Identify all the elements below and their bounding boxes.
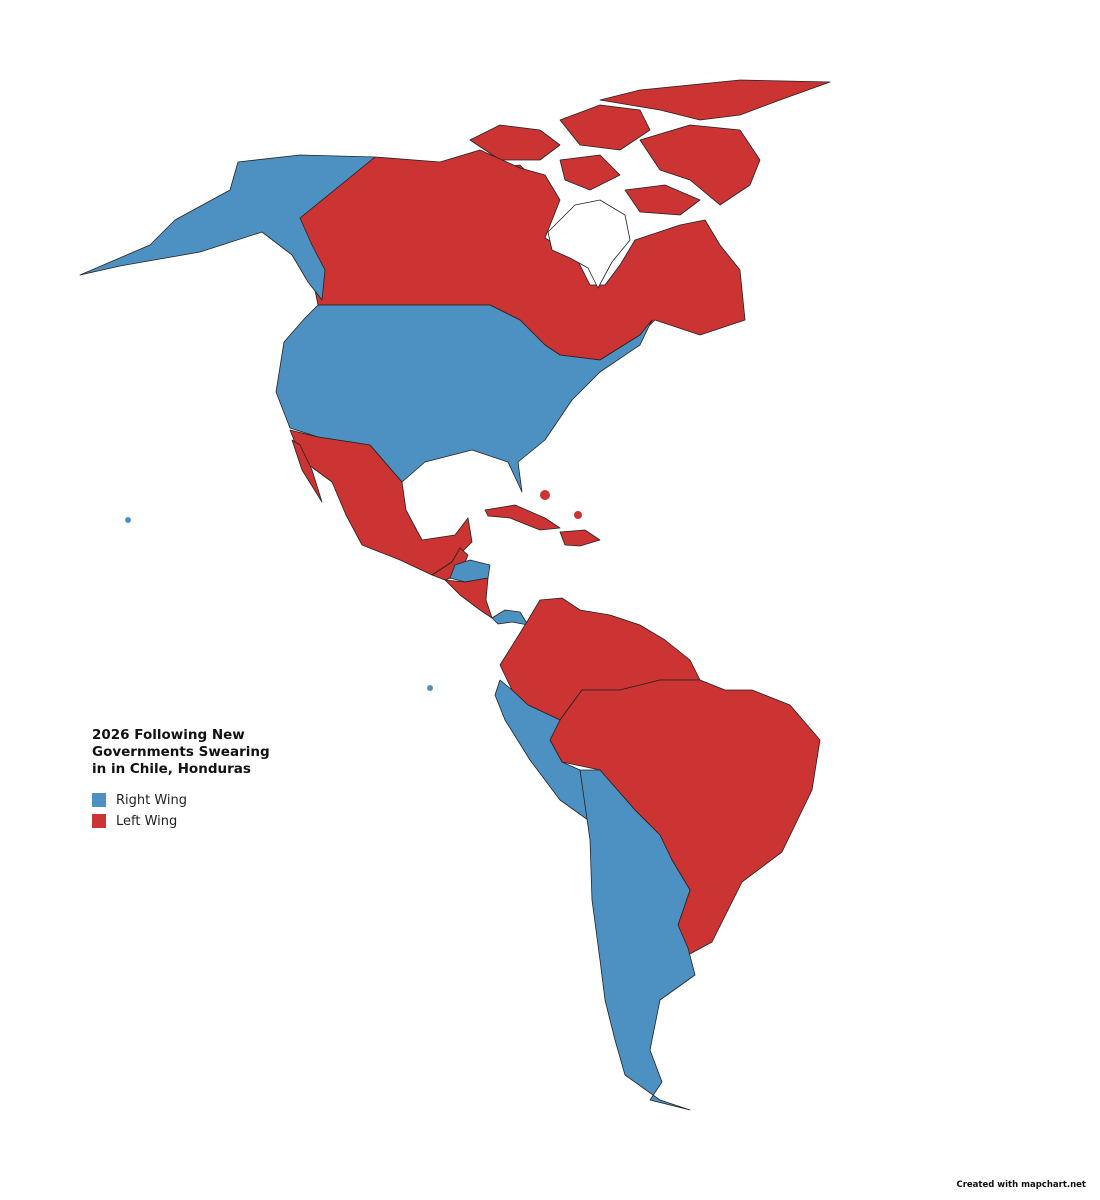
hudson-bay bbox=[547, 199, 631, 289]
legend-title: 2026 Following New Governments Swearing … bbox=[92, 727, 270, 777]
legend-item-left-wing: Left Wing bbox=[92, 811, 282, 831]
region-left-wing bbox=[559, 154, 621, 191]
bolivia-paraguay-chile-argentina bbox=[579, 769, 696, 1111]
hispaniola bbox=[559, 529, 601, 547]
region-left-wing bbox=[624, 184, 701, 216]
galapagos bbox=[427, 685, 433, 691]
united-states bbox=[275, 304, 653, 493]
cuba bbox=[484, 504, 561, 531]
legend-label: Left Wing bbox=[116, 813, 178, 829]
region-left-wing bbox=[599, 79, 831, 121]
mapchart-credit: Created with mapchart.net bbox=[956, 1180, 1086, 1190]
nicaragua-costa-rica bbox=[444, 577, 493, 619]
legend-item-right-wing: Right Wing bbox=[92, 790, 282, 810]
alaska bbox=[79, 154, 376, 301]
legend-label: Right Wing bbox=[116, 792, 188, 808]
bahamas bbox=[540, 490, 550, 500]
baja-california bbox=[291, 439, 323, 503]
region-left-wing bbox=[639, 124, 761, 206]
hawaii bbox=[125, 517, 131, 523]
mexico bbox=[289, 429, 473, 576]
legend: 2026 Following New Governments Swearing … bbox=[92, 727, 282, 832]
panama bbox=[491, 609, 529, 626]
legend-swatch-left-wing bbox=[92, 814, 106, 828]
legend-swatch-right-wing bbox=[92, 793, 106, 807]
bahamas bbox=[574, 511, 582, 519]
region-left-wing bbox=[559, 104, 651, 151]
